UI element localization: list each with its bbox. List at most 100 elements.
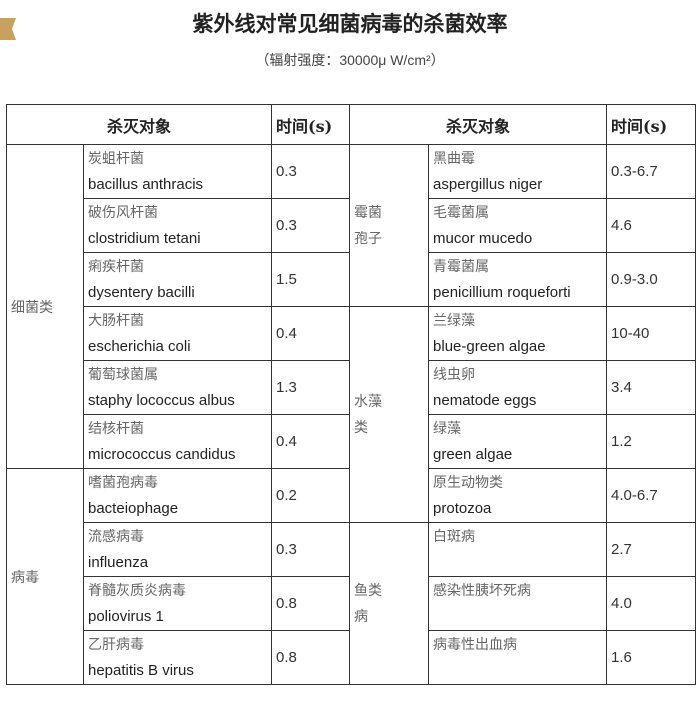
category-label: 水藻类 <box>354 393 383 436</box>
table-row: 细菌类 炭蛆杆菌 bacillus anthracis 0.3 霉菌孢子 黑曲霉 asper… <box>6 144 697 469</box>
target-name-zh: 白斑病 <box>433 528 476 545</box>
target-name-en: influenza <box>88 553 149 571</box>
table-row: 脊髓灰质炎病毒 poliovirus 1 0.8 感染性胰坏死病 4.0 <box>7 576 697 631</box>
target-cell: 流感病毒 influenza <box>82 522 273 577</box>
target-name-en: clostridium tetani <box>88 229 201 247</box>
table-row: 流感病毒 influenza 0.3 鱼类病 白斑病 2.7 <box>7 522 697 685</box>
target-name-zh: 流感病毒 <box>88 528 144 545</box>
target-cell: 绿藻 green algae <box>428 414 608 469</box>
target-cell: 脊髓灰质炎病毒 poliovirus 1 <box>82 576 273 631</box>
time-cell: 4.0 <box>606 576 697 631</box>
time-cell: 4.6 <box>606 198 697 253</box>
table-row: 结核杆菌 micrococcus candidus 0.4 绿藻 green algae… <box>7 414 697 469</box>
target-cell: 病毒性出血病 <box>428 630 608 685</box>
time-cell: 1.3 <box>271 360 351 415</box>
target-cell: 感染性胰坏死病 <box>428 576 608 631</box>
table-row: 破伤风杆菌 clostridium tetani 0.3 毛霉菌属 mucor muce… <box>7 198 697 253</box>
target-cell: 葡萄球菌属 staphy lococcus albus <box>82 360 273 415</box>
target-cell: 结核杆菌 micrococcus candidus <box>82 414 273 469</box>
target-cell: 炭蛆杆菌 bacillus anthracis <box>82 144 273 199</box>
target-name-zh: 脊髓灰质炎病毒 <box>88 582 186 599</box>
category-cell: 鱼类病 <box>349 522 430 685</box>
header-time: 时间(s) <box>271 104 351 145</box>
target-cell: 原生动物类 protozoa <box>428 468 608 523</box>
target-name-zh: 破伤风杆菌 <box>88 204 158 221</box>
target-name-zh: 炭蛆杆菌 <box>88 150 144 167</box>
subtitle: （辐射强度：30000μ W/cm²） <box>255 52 445 68</box>
target-name-zh: 毛霉菌属 <box>433 204 490 221</box>
table-row: 乙肝病毒 hepatitis B virus 0.8 病毒性出血病 1.6 <box>7 630 697 685</box>
table-row: 葡萄球菌属 staphy lococcus albus 1.3 线虫卵 nematode… <box>7 360 697 415</box>
target-cell: 痢疾杆菌 dysentery bacilli <box>82 252 273 307</box>
target-name-en: aspergillus niger <box>433 175 543 193</box>
header-target: 杀灭对象 <box>349 104 608 145</box>
target-name-zh: 大肠杆菌 <box>88 312 144 329</box>
target-name-en: mucor mucedo <box>433 229 533 247</box>
target-name-en: penicillium roqueforti <box>433 283 571 301</box>
target-cell: 青霉菌属 penicillium roqueforti <box>428 252 608 307</box>
time-cell: 0.9-3.0 <box>606 252 697 307</box>
time-cell: 0.4 <box>271 306 351 361</box>
target-name-zh: 嗜菌孢病毒 <box>88 474 158 491</box>
time-cell: 0.3 <box>271 144 351 199</box>
target-name-zh: 葡萄球菌属 <box>88 366 158 383</box>
target-name-en: poliovirus 1 <box>88 607 164 625</box>
target-name-zh: 乙肝病毒 <box>88 636 144 653</box>
target-name-zh: 绿藻 <box>433 420 462 437</box>
time-cell: 4.0-6.7 <box>606 468 697 523</box>
time-cell: 10-40 <box>606 306 697 361</box>
target-name-en: micrococcus candidus <box>88 445 236 463</box>
target-name-en: blue-green algae <box>433 337 546 355</box>
target-name-zh: 病毒性出血病 <box>433 636 518 653</box>
time-cell: 0.3-6.7 <box>606 144 697 199</box>
target-name-zh: 感染性胰坏死病 <box>433 582 532 599</box>
target-name-zh: 兰绿藻 <box>433 312 476 329</box>
time-cell: 2.7 <box>606 522 697 577</box>
target-name-zh: 黑曲霉 <box>433 150 476 167</box>
target-cell: 白斑病 <box>428 522 608 577</box>
target-name-en: bacteiophage <box>88 499 179 517</box>
time-cell: 0.8 <box>271 630 351 685</box>
bookmark-tag-icon <box>0 18 16 40</box>
target-cell: 乙肝病毒 hepatitis B virus <box>82 630 273 685</box>
header-time: 时间(s) <box>606 104 697 145</box>
header-row: 杀灭对象 时间(s) 杀灭对象 时间(s) <box>5 104 697 145</box>
time-cell: 0.2 <box>271 468 351 523</box>
time-cell: 0.8 <box>271 576 351 631</box>
target-name-zh: 痢疾杆菌 <box>88 258 144 275</box>
target-cell: 破伤风杆菌 clostridium tetani <box>82 198 273 253</box>
time-cell: 1.2 <box>606 414 697 469</box>
target-name-zh: 线虫卵 <box>433 366 476 383</box>
header-target: 杀灭对象 <box>5 104 273 145</box>
page-title: 紫外线对常见细菌病毒的杀菌效率 <box>192 11 508 36</box>
target-cell: 兰绿藻 blue-green algae <box>428 306 608 361</box>
category-cell: 病毒 <box>6 468 84 685</box>
target-name-en: nematode eggs <box>433 391 537 409</box>
target-name-en: staphy lococcus albus <box>88 391 235 409</box>
target-name-zh: 青霉菌属 <box>433 258 490 275</box>
target-cell: 黑曲霉 aspergillus niger <box>428 144 608 199</box>
time-cell: 0.3 <box>271 198 351 253</box>
time-cell: 1.6 <box>606 630 697 685</box>
table-row: 痢疾杆菌 dysentery bacilli 1.5 青霉菌属 penicillium … <box>7 252 697 307</box>
target-name-en: hepatitis B virus <box>88 661 194 679</box>
target-name-en: protozoa <box>433 499 492 517</box>
target-cell: 嗜菌孢病毒 bacteiophage <box>82 468 273 523</box>
category-cell: 细菌类 <box>6 144 84 469</box>
category-cell: 水藻类 <box>349 306 430 523</box>
target-name-en: dysentery bacilli <box>88 283 195 301</box>
time-cell: 0.3 <box>271 522 351 577</box>
table-row: 病毒 嗜菌孢病毒 bacteiophage 0.2 原生动物类 protozoa 4.0-6… <box>6 468 697 685</box>
time-cell: 1.5 <box>271 252 351 307</box>
time-cell: 3.4 <box>606 360 697 415</box>
category-label: 霉菌孢子 <box>354 204 383 247</box>
uv-efficiency-table: 杀灭对象 时间(s) 杀灭对象 时间(s) 细菌类 炭蛆杆菌 bacillus an… <box>5 104 697 685</box>
target-name-zh: 原生动物类 <box>433 474 504 491</box>
target-name-en: green algae <box>433 445 513 463</box>
target-cell: 毛霉菌属 mucor mucedo <box>428 198 608 253</box>
time-cell: 0.4 <box>271 414 351 469</box>
target-cell: 大肠杆菌 escherichia coli <box>82 306 273 361</box>
target-name-zh: 结核杆菌 <box>88 420 144 437</box>
target-name-en: escherichia coli <box>88 337 191 355</box>
table-row: 大肠杆菌 escherichia coli 0.4 水藻类 兰绿藻 blue-green … <box>7 306 697 523</box>
